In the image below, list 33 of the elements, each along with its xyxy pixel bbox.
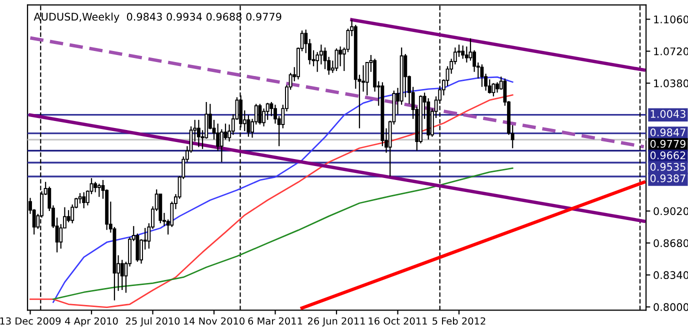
candlestick	[82, 192, 86, 209]
candlestick	[496, 82, 499, 94]
candlestick	[97, 183, 101, 198]
ref-line-label: 0.9387	[650, 174, 686, 182]
candlestick	[216, 123, 220, 152]
ref-line-label: 0.9662	[650, 151, 686, 160]
x-tick-label: 25 Jul 2010	[126, 317, 180, 326]
candlestick	[94, 181, 98, 193]
candlestick	[480, 64, 484, 88]
text: AUDUSD,Weekly 0.9843 0.9934 0.9688 0.9779	[34, 12, 282, 23]
candlestick	[338, 46, 342, 67]
candlestick	[246, 114, 250, 138]
x-tick-label: 6 Mar 2011	[248, 317, 302, 325]
x-tick-label: 4 Apr 2010	[65, 317, 118, 327]
candlestick	[464, 46, 468, 64]
candlestick	[78, 192, 82, 204]
candlestick	[196, 119, 200, 148]
candlestick	[323, 46, 327, 70]
ref-line-label: 0.9847	[650, 128, 686, 136]
candlestick	[346, 28, 350, 53]
x-tick-label: 26 Jun 2011	[308, 317, 365, 326]
x-tick-label: 5 Feb 2012	[432, 317, 486, 325]
x-tick-label: 16 Oct 2011	[368, 317, 427, 325]
candlestick	[120, 259, 124, 291]
ref-line-label: 0.9779	[650, 140, 686, 148]
ref-line-label: 0.9535	[650, 162, 686, 171]
x-tick-label: 13 Dec 2009	[0, 317, 61, 325]
ref-line-label: 1.0043	[650, 110, 686, 118]
candlestick	[258, 103, 262, 126]
line-series	[52, 167, 514, 300]
candlestick	[461, 45, 465, 60]
x-tick-label: 14 Nov 2010	[184, 317, 244, 325]
candlestick	[492, 82, 496, 97]
